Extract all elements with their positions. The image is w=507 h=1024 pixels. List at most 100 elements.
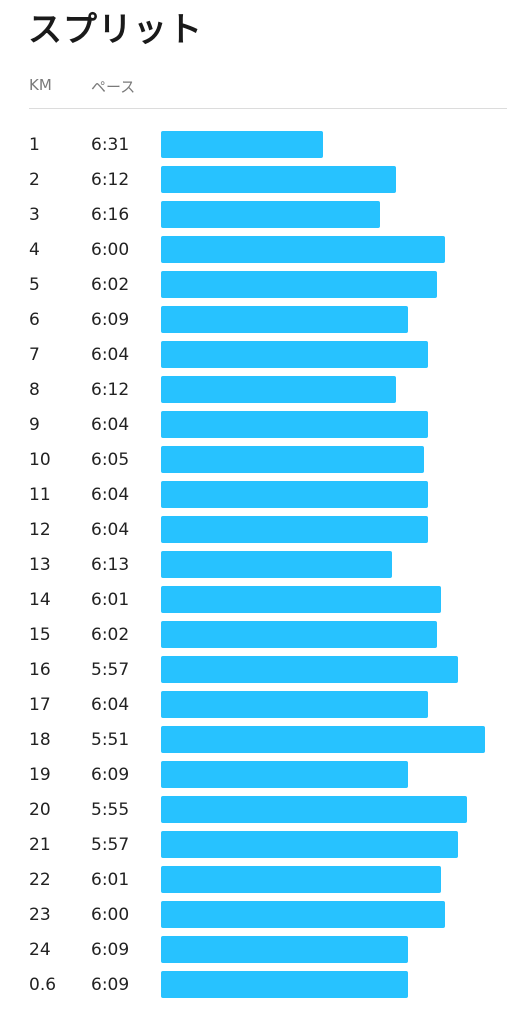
split-row: 8 6:12	[0, 373, 507, 408]
split-pace-bar	[161, 971, 408, 998]
split-pace-bar	[161, 481, 428, 508]
split-pace-bar	[161, 726, 485, 753]
split-km-label: 15	[29, 625, 51, 645]
split-pace-bar	[161, 201, 380, 228]
split-pace-label: 6:13	[91, 555, 130, 575]
split-pace-label: 5:57	[91, 835, 130, 855]
split-row: 2 6:12	[0, 163, 507, 198]
split-km-label: 10	[29, 450, 51, 470]
split-km-label: 24	[29, 940, 51, 960]
split-pace-bar	[161, 271, 437, 298]
split-pace-label: 6:04	[91, 485, 130, 505]
split-pace-label: 6:02	[91, 625, 130, 645]
split-row: 19 6:09	[0, 758, 507, 793]
split-pace-label: 6:09	[91, 975, 130, 995]
split-pace-bar	[161, 306, 408, 333]
pace-column-header: ペース	[91, 78, 136, 96]
split-row: 14 6:01	[0, 583, 507, 618]
split-pace-label: 6:00	[91, 905, 130, 925]
split-km-label: 22	[29, 870, 51, 890]
page-title: スプリット	[28, 10, 203, 50]
split-pace-label: 6:09	[91, 765, 130, 785]
split-row: 11 6:04	[0, 478, 507, 513]
split-km-label: 2	[29, 170, 40, 190]
split-row: 0.6 6:09	[0, 968, 507, 1003]
split-pace-label: 5:51	[91, 730, 130, 750]
split-pace-bar	[161, 901, 445, 928]
split-km-label: 6	[29, 310, 40, 330]
split-km-label: 5	[29, 275, 40, 295]
split-pace-bar	[161, 376, 396, 403]
split-pace-label: 6:12	[91, 170, 130, 190]
split-pace-label: 6:00	[91, 240, 130, 260]
split-row: 4 6:00	[0, 233, 507, 268]
split-km-label: 3	[29, 205, 40, 225]
split-pace-bar	[161, 866, 441, 893]
split-km-label: 4	[29, 240, 40, 260]
split-row: 7 6:04	[0, 338, 507, 373]
split-km-label: 1	[29, 135, 40, 155]
split-pace-label: 6:12	[91, 380, 130, 400]
split-km-label: 19	[29, 765, 51, 785]
split-pace-bar	[161, 166, 396, 193]
split-pace-bar	[161, 796, 467, 823]
split-row: 18 5:51	[0, 723, 507, 758]
split-pace-label: 6:01	[91, 870, 130, 890]
split-pace-label: 6:09	[91, 310, 130, 330]
split-pace-label: 6:16	[91, 205, 130, 225]
splits-table-header: KM ペース	[0, 76, 507, 100]
split-pace-bar	[161, 936, 408, 963]
split-pace-bar	[161, 516, 428, 543]
split-km-label: 17	[29, 695, 51, 715]
split-km-label: 13	[29, 555, 51, 575]
split-pace-bar	[161, 551, 392, 578]
split-pace-bar	[161, 586, 441, 613]
split-row: 22 6:01	[0, 863, 507, 898]
split-pace-label: 6:31	[91, 135, 130, 155]
split-pace-label: 5:55	[91, 800, 130, 820]
split-row: 15 6:02	[0, 618, 507, 653]
split-row: 6 6:09	[0, 303, 507, 338]
split-km-label: 12	[29, 520, 51, 540]
split-row: 3 6:16	[0, 198, 507, 233]
split-row: 5 6:02	[0, 268, 507, 303]
split-row: 16 5:57	[0, 653, 507, 688]
split-km-label: 0.6	[29, 975, 57, 995]
split-row: 24 6:09	[0, 933, 507, 968]
split-pace-label: 6:05	[91, 450, 130, 470]
splits-list: 1 6:31 2 6:12 3 6:16 4 6:00 5 6:02 6 6:09 7 6:04 8 6:12…	[0, 128, 507, 1003]
split-km-label: 18	[29, 730, 51, 750]
split-km-label: 21	[29, 835, 51, 855]
split-row: 12 6:04	[0, 513, 507, 548]
split-pace-bar	[161, 831, 458, 858]
split-pace-label: 6:09	[91, 940, 130, 960]
split-row: 13 6:13	[0, 548, 507, 583]
split-pace-label: 6:04	[91, 415, 130, 435]
split-pace-label: 5:57	[91, 660, 130, 680]
split-pace-bar	[161, 621, 437, 648]
split-row: 20 5:55	[0, 793, 507, 828]
split-km-label: 9	[29, 415, 40, 435]
split-pace-bar	[161, 446, 424, 473]
split-km-label: 16	[29, 660, 51, 680]
split-pace-bar	[161, 656, 458, 683]
split-pace-label: 6:04	[91, 345, 130, 365]
split-pace-label: 6:04	[91, 520, 130, 540]
split-km-label: 23	[29, 905, 51, 925]
split-pace-label: 6:02	[91, 275, 130, 295]
header-divider	[29, 108, 507, 109]
split-pace-bar	[161, 691, 428, 718]
split-pace-bar	[161, 131, 323, 158]
split-pace-bar	[161, 341, 428, 368]
split-row: 17 6:04	[0, 688, 507, 723]
split-pace-bar	[161, 411, 428, 438]
split-km-label: 14	[29, 590, 51, 610]
split-km-label: 8	[29, 380, 40, 400]
split-row: 10 6:05	[0, 443, 507, 478]
split-row: 9 6:04	[0, 408, 507, 443]
split-km-label: 7	[29, 345, 40, 365]
split-row: 1 6:31	[0, 128, 507, 163]
split-row: 21 5:57	[0, 828, 507, 863]
split-pace-bar	[161, 761, 408, 788]
split-km-label: 11	[29, 485, 51, 505]
